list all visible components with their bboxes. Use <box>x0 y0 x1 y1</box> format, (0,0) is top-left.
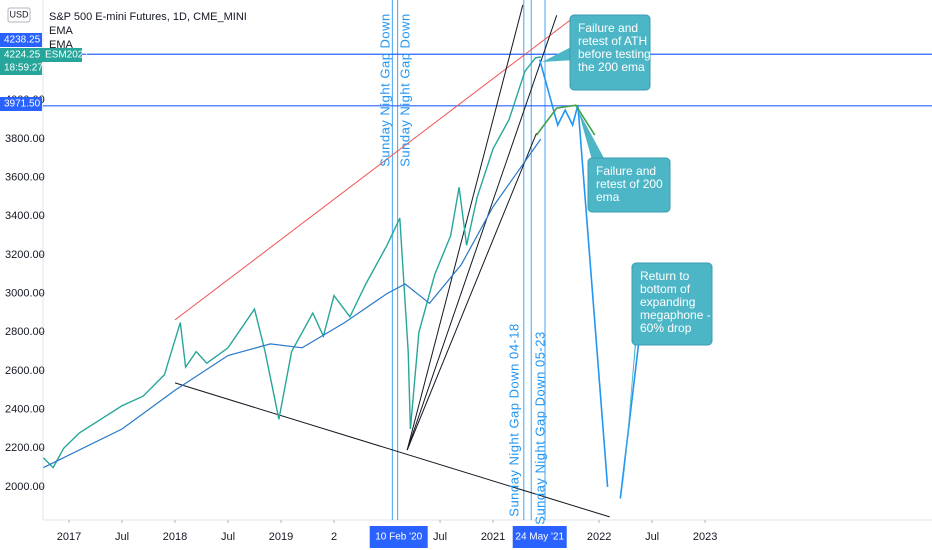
projection-line <box>619 328 642 499</box>
x-tick-label: 2 <box>331 531 337 543</box>
x-tick-label: Jul <box>221 531 235 543</box>
price-label-bg <box>0 48 42 62</box>
y-tick-label: 3200.00 <box>5 249 45 261</box>
x-tick-label: 2023 <box>693 531 717 543</box>
x-tick-label: 2022 <box>587 531 611 543</box>
vertical-note: Sunday Night Gap Down 05-23 <box>532 331 547 524</box>
x-tick-label: 2017 <box>57 531 81 543</box>
symbol-label-bg <box>42 48 82 62</box>
indicator-label: EMA <box>49 39 74 51</box>
callout-text: 60% drop <box>640 321 692 335</box>
callout-pointer <box>542 45 575 62</box>
callout-pointer <box>578 110 605 160</box>
callout-text: megaphone - <box>640 308 711 322</box>
time-label: 24 May '21 <box>515 532 564 543</box>
time-label-bg <box>369 526 428 548</box>
y-tick-label: 2400.00 <box>5 404 45 416</box>
trend-line <box>406 15 558 451</box>
symbol-label: ESM2021 <box>45 50 89 61</box>
trend-line <box>174 382 610 518</box>
countdown: 18:59:27 <box>4 63 43 74</box>
trend-line <box>174 19 571 321</box>
currency-box <box>7 7 31 23</box>
y-tick-label: 3400.00 <box>5 210 45 222</box>
y-tick-label: 3800.00 <box>5 133 45 145</box>
y-tick-label: 2200.00 <box>5 442 45 454</box>
y-tick-label: 2800.00 <box>5 326 45 338</box>
currency: USD <box>9 9 29 19</box>
callout-box <box>569 14 651 91</box>
ema-line <box>43 138 542 469</box>
callout-text: bottom of <box>640 282 691 296</box>
x-tick-label: 2019 <box>269 531 293 543</box>
y-tick-label: 2000.00 <box>5 481 45 493</box>
countdown-bg <box>0 62 42 75</box>
indicator-label: EMA <box>49 25 74 37</box>
price-label: 3971.50 <box>4 99 41 110</box>
y-tick-label: 3000.00 <box>5 288 45 300</box>
callout-pointer <box>622 330 636 500</box>
x-tick-label: Jul <box>115 531 129 543</box>
price-line <box>43 56 541 469</box>
callout-text: retest of 200 <box>596 177 663 191</box>
vertical-note: Sunday Night Gap Down 04-18 <box>506 323 521 516</box>
price-label-bg <box>0 97 42 111</box>
vertical-note: Sunday Night Gap Down <box>377 13 392 167</box>
x-tick-label: 2021 <box>481 531 505 543</box>
price-label: 4224.25 <box>4 50 41 61</box>
callout-text: Failure and <box>578 21 638 35</box>
price-axis <box>0 0 43 550</box>
callout-box <box>587 157 671 213</box>
callout-box <box>631 262 713 346</box>
trend-line <box>406 133 537 451</box>
time-label: 10 Feb '20 <box>375 532 422 543</box>
x-tick-label: Jul <box>645 531 659 543</box>
price-label: 4238.25 <box>4 35 41 46</box>
projection-line <box>535 104 596 136</box>
chart-title: S&P 500 E-mini Futures, 1D, CME_MINI <box>49 11 247 23</box>
projection-line <box>538 59 609 487</box>
x-tick-label: 2018 <box>163 531 187 543</box>
x-tick-label: Jul <box>433 531 447 543</box>
callout-text: retest of ATH <box>578 34 647 48</box>
callout-text: ema <box>596 190 620 204</box>
price-label-bg <box>0 33 42 47</box>
y-tick-label: 2600.00 <box>5 365 45 377</box>
vertical-note: Sunday Night Gap Down <box>397 13 412 167</box>
y-tick-label: 3600.00 <box>5 172 45 184</box>
callout-text: Failure and <box>596 164 656 178</box>
callout-text: the 200 ema <box>578 60 645 74</box>
overlay: S&P 500 E-mini Futures, 1D, CME_MINI EMA… <box>49 11 247 51</box>
time-label-bg <box>512 526 567 548</box>
callout-text: expanding <box>640 295 695 309</box>
callout-text: Return to <box>640 269 690 283</box>
callout-text: before testing <box>578 47 651 61</box>
